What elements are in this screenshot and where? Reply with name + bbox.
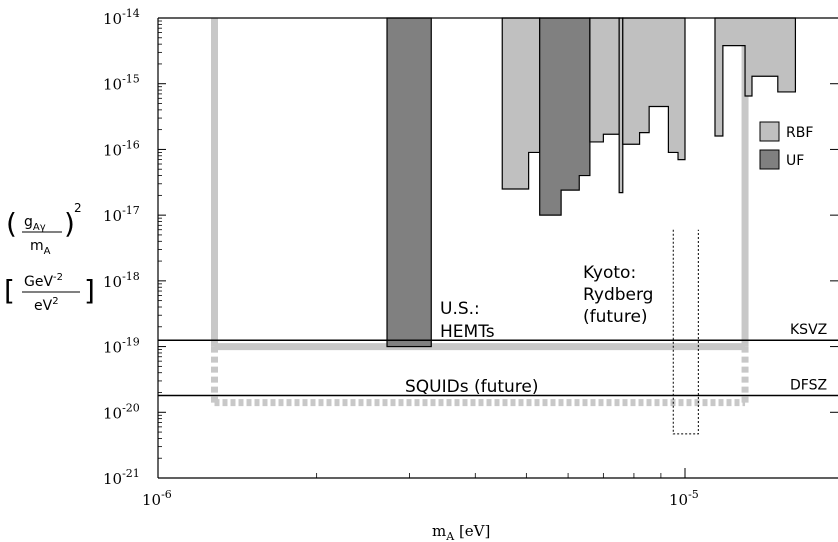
y-label-den-subscript: A bbox=[44, 246, 51, 257]
legend-label-rbf: RBF bbox=[786, 125, 813, 141]
y-tick-base: 10 bbox=[103, 10, 122, 28]
y-tick-base: 10 bbox=[103, 76, 122, 94]
x-tick-base: 10 bbox=[142, 491, 161, 509]
kyoto-label-line3: (future) bbox=[583, 307, 648, 327]
y-tick-exponent: -19 bbox=[122, 336, 140, 349]
y-label-num-symbol: g bbox=[24, 214, 33, 230]
kyoto-rydberg-region bbox=[672, 229, 699, 435]
y-label-unit-denominator: eV2 bbox=[34, 296, 59, 314]
y-tick-base: 10 bbox=[103, 404, 122, 422]
y-label-denominator: mA bbox=[30, 238, 51, 257]
y-tick-base: 10 bbox=[103, 207, 122, 225]
y-label-unit-num-text: GeV bbox=[24, 274, 53, 290]
y-tick-label: 10-21 bbox=[103, 467, 140, 488]
y-label-den-symbol: m bbox=[30, 238, 44, 254]
y-tick-label: 10-18 bbox=[103, 270, 140, 291]
y-label-num-subscript: Aγ bbox=[33, 222, 46, 233]
x-tick-label: 10-5 bbox=[669, 488, 699, 509]
y-label-numerator: gAγ bbox=[24, 214, 46, 233]
squid-label: SQUIDs (future) bbox=[405, 377, 539, 397]
exclusion-region-uf bbox=[539, 17, 591, 216]
x-tick-label: 10-6 bbox=[142, 488, 172, 509]
y-label-close-paren: ) bbox=[64, 207, 75, 240]
x-axis-unit: [eV] bbox=[454, 522, 490, 540]
y-label-power: 2 bbox=[74, 201, 82, 215]
plot-area bbox=[158, 17, 838, 435]
exclusion-region-rbf bbox=[714, 17, 797, 137]
hemt-label-line1: U.S.: bbox=[440, 299, 480, 319]
exclusion-region-uf bbox=[386, 17, 432, 348]
x-tick-base: 10 bbox=[669, 491, 688, 509]
x-axis-symbol: m bbox=[432, 522, 446, 540]
x-axis-label: mA [eV] bbox=[432, 522, 490, 542]
legend-label-uf: UF bbox=[786, 153, 804, 169]
y-tick-base: 10 bbox=[103, 339, 122, 357]
axes: 10-1410-1510-1610-1710-1810-1910-2010-21… bbox=[103, 7, 838, 509]
y-label-open-bracket: [ bbox=[4, 274, 15, 307]
y-tick-label: 10-17 bbox=[103, 204, 140, 225]
y-tick-exponent: -16 bbox=[122, 138, 140, 151]
kyoto-label-line2: Rydberg bbox=[583, 285, 653, 305]
y-tick-exponent: -17 bbox=[122, 204, 140, 217]
y-tick-exponent: -18 bbox=[122, 270, 140, 283]
y-tick-exponent: -14 bbox=[122, 7, 140, 20]
y-tick-exponent: -20 bbox=[122, 401, 140, 414]
y-label-unit-den-text: eV bbox=[34, 298, 53, 314]
x-tick-exponent: -6 bbox=[161, 488, 172, 501]
y-tick-label: 10-16 bbox=[103, 138, 140, 159]
exclusion-region-rbf bbox=[501, 17, 541, 190]
legend-swatch-rbf bbox=[759, 121, 780, 142]
y-tick-exponent: -15 bbox=[122, 73, 140, 86]
y-label-unit-num-exponent: -2 bbox=[53, 272, 63, 283]
legend-swatch-uf bbox=[759, 149, 780, 170]
y-tick-label: 10-19 bbox=[103, 336, 140, 357]
x-tick-exponent: -5 bbox=[688, 488, 699, 501]
reference-label-dfsz: DFSZ bbox=[790, 378, 827, 394]
y-label-close-bracket: ] bbox=[84, 274, 95, 307]
exclusion-region-rbf bbox=[622, 17, 686, 161]
y-tick-label: 10-15 bbox=[103, 73, 140, 94]
y-label-open-paren: ( bbox=[6, 207, 17, 240]
y-tick-base: 10 bbox=[103, 273, 122, 291]
kyoto-label-line1: Kyoto: bbox=[583, 263, 636, 283]
y-tick-exponent: -21 bbox=[122, 467, 140, 480]
y-tick-base: 10 bbox=[103, 141, 122, 159]
x-axis-subscript: A bbox=[445, 530, 455, 542]
y-tick-base: 10 bbox=[103, 470, 122, 488]
reference-label-ksvz: KSVZ bbox=[790, 322, 827, 338]
y-tick-label: 10-20 bbox=[103, 401, 140, 422]
y-label-unit-numerator: GeV-2 bbox=[24, 272, 63, 290]
y-tick-label: 10-14 bbox=[103, 7, 140, 28]
hemt-label-line2: HEMTs bbox=[440, 322, 495, 342]
exclusion-region-rbf bbox=[589, 17, 620, 143]
y-label-unit-den-exponent: 2 bbox=[52, 296, 58, 307]
